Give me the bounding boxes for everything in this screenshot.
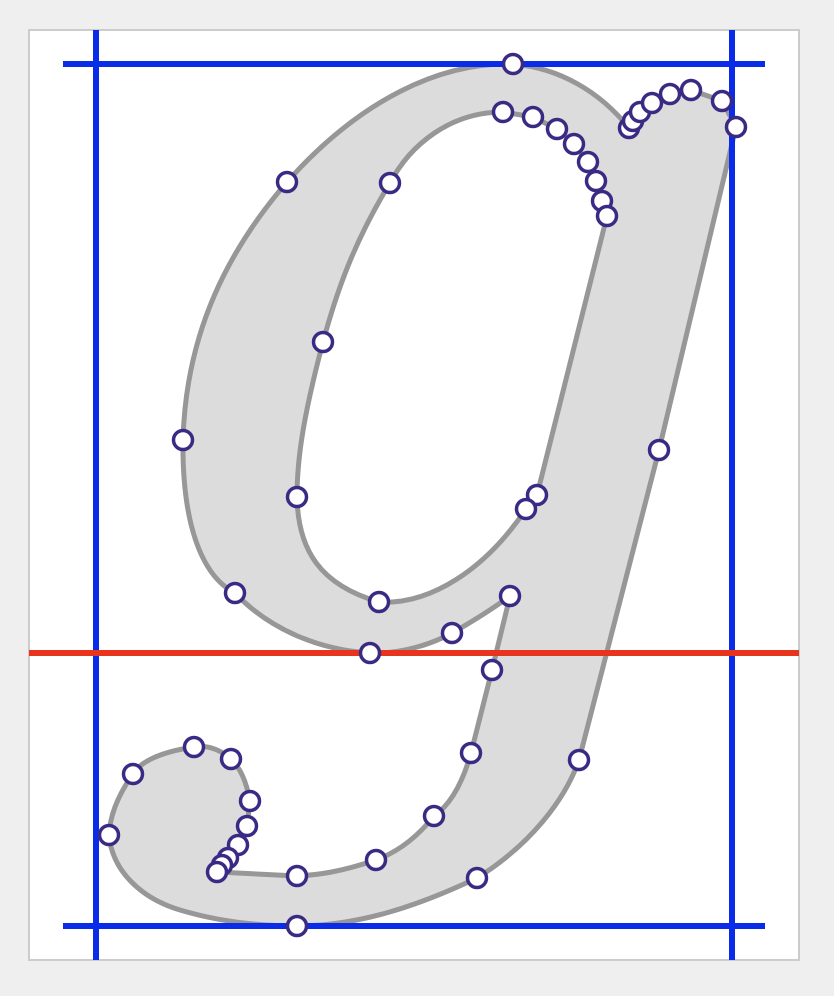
control-point[interactable] xyxy=(364,848,388,872)
control-point[interactable] xyxy=(647,438,671,462)
control-point[interactable] xyxy=(378,171,402,195)
control-point[interactable] xyxy=(459,741,483,765)
control-point[interactable] xyxy=(514,497,538,521)
control-point[interactable] xyxy=(182,735,206,759)
control-point[interactable] xyxy=(491,100,515,124)
control-point[interactable] xyxy=(171,428,195,452)
control-point[interactable] xyxy=(358,641,382,665)
control-point[interactable] xyxy=(121,762,145,786)
control-point[interactable] xyxy=(235,814,259,838)
control-point[interactable] xyxy=(498,584,522,608)
control-point[interactable] xyxy=(595,204,619,228)
control-point[interactable] xyxy=(285,914,309,938)
control-point[interactable] xyxy=(480,658,504,682)
control-point[interactable] xyxy=(679,78,703,102)
control-points[interactable] xyxy=(97,52,748,938)
control-point[interactable] xyxy=(311,330,335,354)
control-point[interactable] xyxy=(367,590,391,614)
control-point[interactable] xyxy=(219,747,243,771)
control-point[interactable] xyxy=(710,89,734,113)
control-point[interactable] xyxy=(584,169,608,193)
control-point[interactable] xyxy=(97,823,121,847)
control-point[interactable] xyxy=(640,91,664,115)
control-point[interactable] xyxy=(545,117,569,141)
control-point[interactable] xyxy=(422,804,446,828)
control-point[interactable] xyxy=(562,132,586,156)
control-point[interactable] xyxy=(238,789,262,813)
control-point[interactable] xyxy=(275,170,299,194)
control-point[interactable] xyxy=(440,621,464,645)
control-point[interactable] xyxy=(576,150,600,174)
control-point[interactable] xyxy=(285,864,309,888)
control-point[interactable] xyxy=(567,748,591,772)
control-point[interactable] xyxy=(724,115,748,139)
control-point[interactable] xyxy=(223,581,247,605)
control-point[interactable] xyxy=(658,82,682,106)
control-point[interactable] xyxy=(285,485,309,509)
control-point[interactable] xyxy=(521,105,545,129)
control-point[interactable] xyxy=(205,860,229,884)
control-point[interactable] xyxy=(465,866,489,890)
control-point[interactable] xyxy=(501,52,525,76)
